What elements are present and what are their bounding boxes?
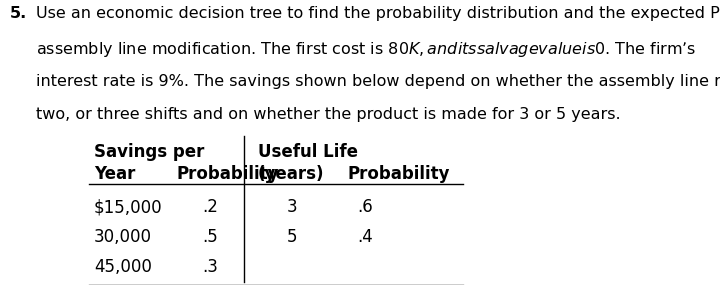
Text: 30,000: 30,000: [94, 228, 152, 246]
Text: $15,000: $15,000: [94, 198, 163, 216]
Text: Year: Year: [94, 165, 135, 183]
Text: .6: .6: [357, 198, 373, 216]
Text: Savings per: Savings per: [94, 143, 204, 161]
Text: two, or three shifts and on whether the product is made for 3 or 5 years.: two, or three shifts and on whether the …: [36, 107, 621, 123]
Text: .2: .2: [202, 198, 218, 216]
Text: .5: .5: [202, 228, 218, 246]
Text: 3: 3: [287, 198, 297, 216]
Text: Useful Life: Useful Life: [258, 143, 358, 161]
Text: interest rate is 9%. The savings shown below depend on whether the assembly line: interest rate is 9%. The savings shown b…: [36, 74, 720, 89]
Text: (years): (years): [258, 165, 325, 183]
Text: Use an economic decision tree to find the probability distribution and the expec: Use an economic decision tree to find th…: [36, 6, 720, 21]
Text: 5.: 5.: [9, 6, 27, 21]
Text: 45,000: 45,000: [94, 258, 152, 276]
Text: .3: .3: [202, 258, 218, 276]
Text: Probability: Probability: [176, 165, 279, 183]
Text: assembly line modification. The first cost is $80K, and its salvage value is $0.: assembly line modification. The first co…: [36, 40, 697, 59]
Text: .4: .4: [357, 228, 373, 246]
Text: 5: 5: [287, 228, 297, 246]
Text: Probability: Probability: [347, 165, 450, 183]
